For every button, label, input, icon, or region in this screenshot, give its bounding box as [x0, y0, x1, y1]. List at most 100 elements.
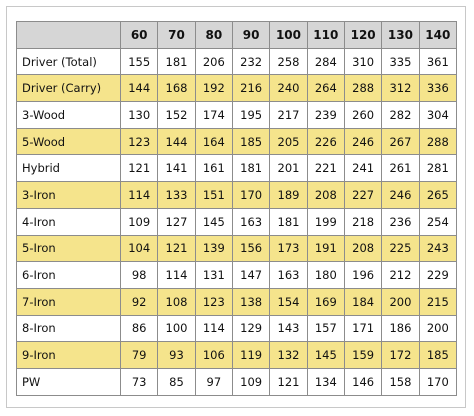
table-row: Driver (Total) 155 181 206 232 258 284 310 335 36…	[16, 47, 457, 76]
club-name-cell: 3-Wood	[16, 101, 121, 129]
header-cell: 130	[381, 21, 420, 49]
distance-cell: 200	[418, 314, 457, 343]
table-row: 6-Iron 98 114 131 147 163 180 196 212 229	[16, 261, 457, 289]
header-cell: 80	[194, 21, 233, 49]
distance-cell: 106	[194, 341, 233, 369]
distance-cell: 170	[418, 367, 457, 396]
distance-cell: 201	[269, 154, 308, 183]
distance-cell: 93	[157, 341, 196, 369]
distance-cell: 281	[418, 154, 457, 183]
club-name-cell: PW	[16, 367, 121, 396]
distance-cell: 218	[343, 207, 383, 236]
distance-cell: 239	[306, 101, 345, 129]
distance-cell: 205	[269, 127, 308, 156]
distance-cell: 170	[231, 181, 271, 209]
distance-cell: 215	[418, 287, 457, 316]
table-row: 9-Iron 79 93 106 119 132 145 159 172 185	[16, 341, 457, 369]
distance-cell: 73	[119, 367, 159, 396]
distance-cell: 304	[418, 101, 457, 129]
distance-cell: 232	[231, 47, 271, 76]
distance-cell: 164	[194, 127, 233, 156]
club-name-cell: 5-Iron	[16, 234, 121, 263]
club-name-cell: 6-Iron	[16, 261, 121, 289]
distance-cell: 226	[306, 127, 345, 156]
distance-cell: 192	[194, 74, 233, 103]
distance-cell: 189	[269, 181, 308, 209]
club-name-cell: 9-Iron	[16, 341, 121, 369]
distance-cell: 288	[343, 74, 383, 103]
distance-cell: 246	[343, 127, 383, 156]
distance-cell: 184	[343, 287, 383, 316]
table-row: 8-Iron 86 100 114 129 143 157 171 186 200	[16, 314, 457, 343]
distance-cell: 265	[418, 181, 457, 209]
distance-cell: 282	[381, 101, 420, 129]
club-name-cell: 5-Wood	[16, 127, 121, 156]
distance-cell: 100	[157, 314, 196, 343]
distance-cell: 284	[306, 47, 345, 76]
table-body: Driver (Total) 155 181 206 232 258 284 310 335 36…	[16, 47, 457, 396]
distance-cell: 86	[119, 314, 159, 343]
distance-cell: 267	[381, 127, 420, 156]
distance-cell: 145	[194, 207, 233, 236]
distance-cell: 133	[157, 181, 196, 209]
table-row: 7-Iron 92 108 123 138 154 169 184 200 215	[16, 287, 457, 316]
distance-cell: 172	[381, 341, 420, 369]
distance-cell: 361	[418, 47, 457, 76]
distance-cell: 114	[157, 261, 196, 289]
distance-cell: 159	[343, 341, 383, 369]
distance-cell: 227	[343, 181, 383, 209]
header-row: 60 70 80 90 100 110 120 130 140	[16, 21, 457, 49]
distance-cell: 131	[194, 261, 233, 289]
distance-cell: 92	[119, 287, 159, 316]
distance-cell: 130	[119, 101, 159, 129]
distance-cell: 236	[381, 207, 420, 236]
distance-cell: 208	[343, 234, 383, 263]
distance-cell: 336	[418, 74, 457, 103]
header-cell: 60	[119, 21, 159, 49]
club-name-cell: 4-Iron	[16, 207, 121, 236]
distance-cell: 335	[381, 47, 420, 76]
distance-cell: 154	[269, 287, 308, 316]
table-row: Driver (Carry) 144 168 192 216 240 264 288 312 33…	[16, 74, 457, 103]
distance-cell: 241	[343, 154, 383, 183]
header-cell: 110	[306, 21, 345, 49]
distance-cell: 138	[231, 287, 271, 316]
distance-cell: 246	[381, 181, 420, 209]
club-name-cell: Driver (Carry)	[16, 74, 121, 103]
distance-cell: 168	[157, 74, 196, 103]
distance-cell: 157	[306, 314, 345, 343]
distance-cell: 161	[194, 154, 233, 183]
distance-cell: 98	[119, 261, 159, 289]
distance-cell: 260	[343, 101, 383, 129]
distance-cell: 185	[418, 341, 457, 369]
distance-cell: 123	[194, 287, 233, 316]
distance-cell: 145	[306, 341, 345, 369]
distance-cell: 104	[119, 234, 159, 263]
distance-cell: 108	[157, 287, 196, 316]
table-row: 4-Iron 109 127 145 163 181 199 218 236 254	[16, 207, 457, 236]
distance-cell: 158	[381, 367, 420, 396]
distance-cell: 156	[231, 234, 271, 263]
distance-cell: 181	[157, 47, 196, 76]
distance-cell: 121	[157, 234, 196, 263]
distance-cell: 185	[231, 127, 271, 156]
distance-cell: 208	[306, 181, 345, 209]
distance-cell: 196	[343, 261, 383, 289]
club-name-cell: 3-Iron	[16, 181, 121, 209]
distance-table: 60 70 80 90 100 110 120 130 140 Driver (…	[16, 21, 457, 396]
table-row: 3-Wood 130 152 174 195 217 239 260 282 304	[16, 101, 457, 129]
distance-cell: 191	[306, 234, 345, 263]
distance-cell: 163	[231, 207, 271, 236]
distance-cell: 261	[381, 154, 420, 183]
distance-cell: 171	[343, 314, 383, 343]
table-row: PW 73 85 97 109 121 134 146 158 170	[16, 367, 457, 396]
distance-cell: 169	[306, 287, 345, 316]
distance-cell: 134	[306, 367, 345, 396]
distance-cell: 146	[343, 367, 383, 396]
distance-cell: 173	[269, 234, 308, 263]
distance-cell: 212	[381, 261, 420, 289]
distance-cell: 243	[418, 234, 457, 263]
table-row: 5-Wood 123 144 164 185 205 226 246 267 288	[16, 127, 457, 156]
distance-cell: 143	[269, 314, 308, 343]
distance-cell: 152	[157, 101, 196, 129]
